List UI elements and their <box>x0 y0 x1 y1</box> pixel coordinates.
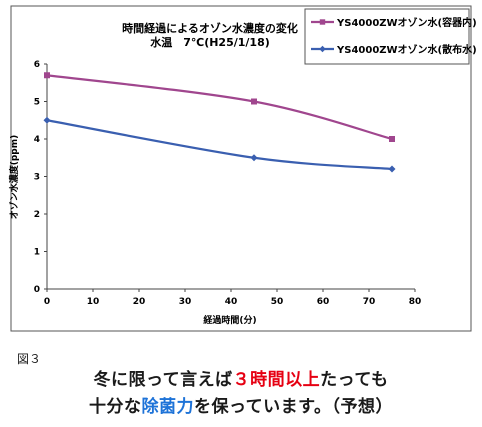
caption-line-2-highlight: 除菌力 <box>141 397 195 417</box>
caption-line-2-text-end: を保っています。（予想） <box>194 397 393 417</box>
legend-series-1-label: YS4000ZWオゾン水(容器内) <box>336 16 477 29</box>
series-1-line <box>46 74 393 141</box>
caption-line-1-text: 冬に限って言えば <box>93 370 233 390</box>
caption-line-1-text-end: たっても <box>320 370 389 390</box>
y-tick-label: 3 <box>34 173 40 183</box>
legend-box <box>304 8 470 65</box>
legend-series-2-marker <box>319 45 326 53</box>
chart-title: 時間経過によるオゾン水濃度の変化 <box>122 21 298 35</box>
y-tick-label: 0 <box>34 285 40 295</box>
series-1-point <box>44 72 50 79</box>
y-tick-label: 5 <box>34 98 40 108</box>
x-tick-label: 70 <box>363 297 376 307</box>
series-2-point <box>388 165 396 173</box>
legend-series-1-marker <box>319 19 326 25</box>
chart-subtitle: 水温 7℃(H25/1/18) <box>150 35 270 49</box>
series-2-point <box>250 154 258 162</box>
x-axis-label: 経過時間(分) <box>203 314 256 326</box>
series-2-point <box>43 116 51 124</box>
x-tick-label: 0 <box>44 297 50 307</box>
figure-label: 図３ <box>17 352 42 366</box>
legend: YS4000ZWオゾン水(容器内) YS4000ZWオゾン水(散布水) <box>304 8 477 65</box>
caption-line-1-highlight: ３時間以上 <box>232 370 321 390</box>
x-tick-label: 50 <box>271 297 284 307</box>
caption-line-2-text: 十分な <box>89 397 142 417</box>
x-tick-label: 20 <box>133 297 146 307</box>
series-2-line <box>46 119 393 171</box>
x-tick-label: 30 <box>179 297 192 307</box>
x-tick-label: 40 <box>225 297 238 307</box>
caption-line-2: 十分な除菌力を保っています。（予想） <box>0 392 482 417</box>
legend-items: YS4000ZWオゾン水(容器内) YS4000ZWオゾン水(散布水) <box>311 16 477 56</box>
y-tick-label: 1 <box>34 248 40 258</box>
x-tick-label: 60 <box>317 297 330 307</box>
plot-layer: 0 10 20 30 40 50 60 70 80 0 1 2 3 4 5 6 <box>34 60 422 307</box>
line-chart: 時間経過によるオゾン水濃度の変化 水温 7℃(H25/1/18) 0 10 20 30… <box>8 5 477 332</box>
y-tick-label: 4 <box>34 135 40 145</box>
y-tick-label: 2 <box>34 210 40 220</box>
x-tick-label: 80 <box>409 297 422 307</box>
x-tick-label: 10 <box>87 297 100 307</box>
y-tick-label: 6 <box>34 60 40 70</box>
y-axis-label: オゾン水濃度(ppm) <box>8 135 20 220</box>
series-1-point <box>251 98 257 105</box>
legend-series-2-label: YS4000ZWオゾン水(散布水) <box>336 43 477 56</box>
series-1-point <box>389 136 395 142</box>
caption-line-1: 冬に限って言えば３時間以上たっても <box>0 365 482 390</box>
